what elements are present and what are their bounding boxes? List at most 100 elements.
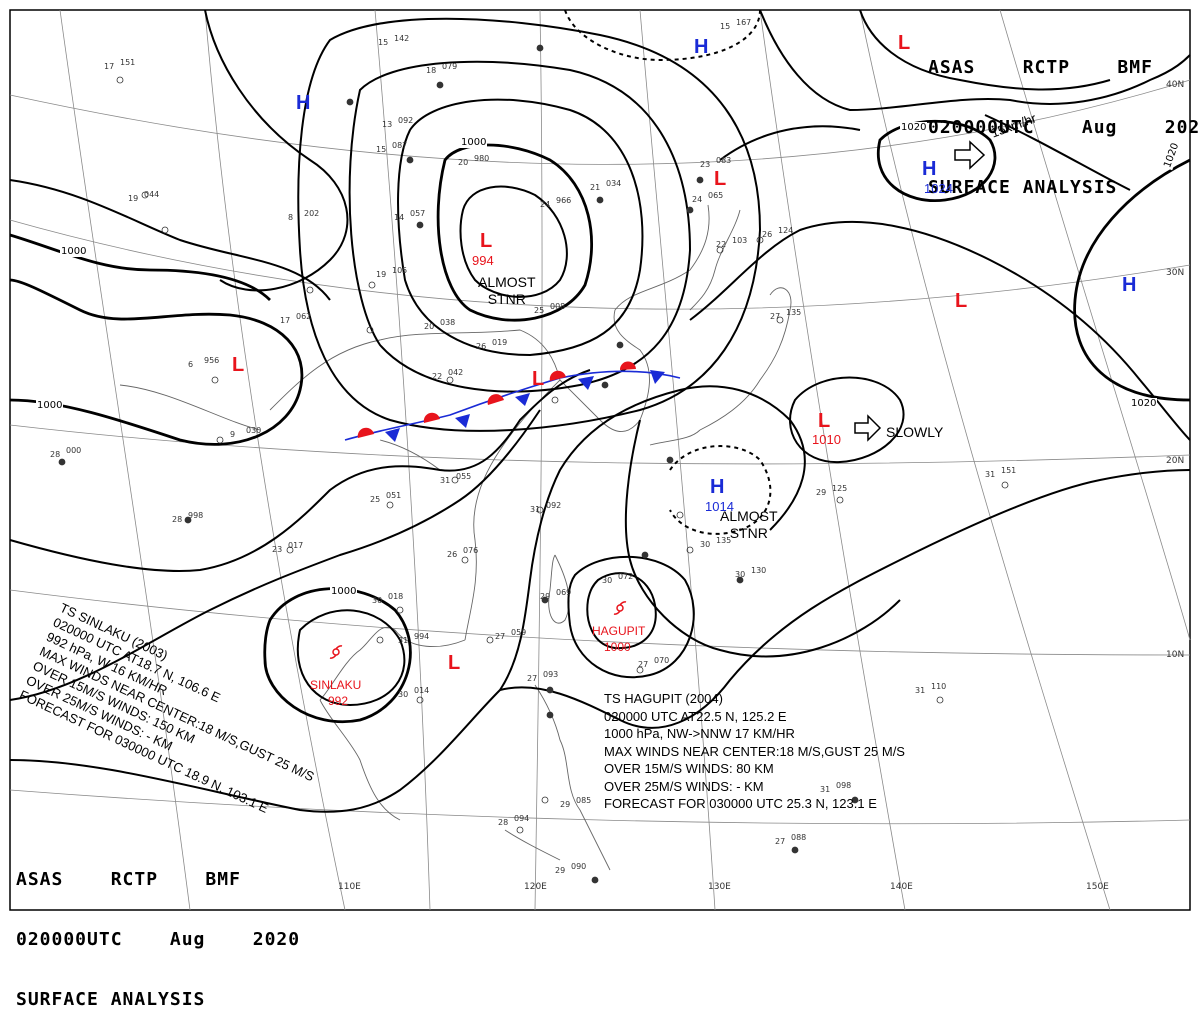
- meridian-lines: [59, 9, 1191, 911]
- hagupit-advisory-line2: 020000 UTC AT22.5 N, 125.2 E: [604, 708, 787, 724]
- station-pressure: 070: [654, 656, 670, 665]
- station-temp: 6: [188, 360, 194, 369]
- station-pressure: 980: [474, 154, 490, 163]
- station-temp: 13: [382, 120, 393, 129]
- station-temp: 26: [476, 342, 487, 351]
- high-ryukyu-symbol: H: [710, 476, 725, 498]
- station-pressure: 956: [204, 356, 220, 365]
- low-eastjapan-note: SLOWLY: [886, 424, 944, 440]
- low-westchina-symbol: L: [232, 354, 245, 376]
- station-pressure: 090: [571, 862, 587, 871]
- isobar: [789, 376, 905, 464]
- lon-label-110e: 110E: [338, 882, 361, 892]
- isobar: [689, 220, 1191, 441]
- station-temp: 31: [530, 505, 541, 514]
- station-pressure: 966: [556, 196, 572, 205]
- station-pressure: 110: [931, 682, 947, 691]
- station-pressure: 062: [296, 312, 312, 321]
- header-bottom: ASAS RCTP BMF 020000UTC Aug 2020 SURFACE…: [16, 830, 300, 1030]
- station-pressure: 059: [511, 628, 527, 637]
- station-temp: 19: [128, 194, 139, 203]
- isobar-label: 1000: [60, 246, 88, 257]
- station-temp: 27: [527, 674, 538, 683]
- station-pressure: 105: [392, 266, 408, 275]
- station-temp: 31: [440, 476, 451, 485]
- hagupit-advisory: TS HAGUPIT (2004) 020000 UTC AT22.5 N, 1…: [604, 690, 905, 813]
- station-pressure: 042: [448, 368, 464, 377]
- high-mongolia-symbol: H: [296, 92, 311, 114]
- isobar: [984, 114, 1131, 191]
- station-pressure: 051: [386, 491, 402, 500]
- station-temp: 27: [495, 632, 506, 641]
- station-pressure: 069: [556, 588, 572, 597]
- station-temp: 30: [372, 596, 383, 605]
- low-eastjapan-value: 1010: [812, 432, 841, 447]
- low-northchina-symbol: L: [480, 230, 493, 252]
- stationary-front: [344, 361, 681, 442]
- station-pressure: 093: [543, 670, 559, 679]
- isobar: [877, 119, 997, 203]
- low-eastjapan-symbol: L: [818, 410, 831, 432]
- station-temp: 25: [534, 306, 545, 315]
- station-pressure: 018: [388, 592, 404, 601]
- station-pressure: 125: [832, 484, 848, 493]
- station-pressure: 065: [708, 191, 724, 200]
- header-bottom-line1: ASAS RCTP BMF: [16, 869, 241, 890]
- station-pressure: 998: [188, 511, 204, 520]
- station-pressure: 057: [410, 209, 426, 218]
- isobar: [499, 469, 1191, 729]
- station-pressure: 124: [778, 226, 794, 235]
- isobar-label: 1000: [330, 586, 358, 597]
- station-pressure: 167: [736, 18, 752, 27]
- station-temp: 28: [172, 515, 183, 524]
- station-pressure: 076: [463, 546, 479, 555]
- station-pressure: 019: [492, 338, 508, 347]
- isobar: [1073, 158, 1191, 402]
- isobars: [9, 9, 1191, 813]
- station-temp: 27: [775, 837, 786, 846]
- station-pressure: 030: [246, 426, 262, 435]
- header-top-line1: ASAS RCTP BMF: [928, 57, 1153, 78]
- station-temp: 30: [735, 570, 746, 579]
- station-pressure: 135: [716, 536, 732, 545]
- station-temp: 24: [540, 200, 551, 209]
- station-temp: 28: [50, 450, 61, 459]
- station-temp: 15: [720, 22, 731, 31]
- station-pressure: 092: [398, 116, 414, 125]
- station-temp: 31: [398, 636, 409, 645]
- isobar: [436, 143, 593, 322]
- station-temp: 27: [638, 660, 649, 669]
- station-pressure: 055: [456, 472, 472, 481]
- lat-label-30n: 30N: [1166, 268, 1185, 278]
- isobar: [586, 572, 657, 650]
- sinlaku-pressure: 992: [328, 694, 349, 708]
- lon-label-120e: 120E: [524, 882, 547, 892]
- station-temp: 17: [104, 62, 115, 71]
- weather-map: [9, 9, 1191, 911]
- station-pressure: 094: [514, 814, 530, 823]
- hagupit-advisory-line5: OVER 15M/S WINDS: 80 KM: [604, 761, 774, 776]
- isobar: [9, 369, 591, 572]
- station-pressure: 088: [791, 833, 807, 842]
- station-temp: 17: [280, 316, 291, 325]
- high-okhotsk-symbol: H: [922, 158, 937, 180]
- isobar: [567, 555, 695, 679]
- isobar: [9, 278, 304, 446]
- low-manchuria-symbol: L: [714, 168, 727, 190]
- high-pacific-symbol: H: [1122, 274, 1137, 296]
- low-northchina-value: 994: [472, 253, 494, 268]
- header-top: ASAS RCTP BMF 020000UTC Aug 2020 SURFACE…: [928, 18, 1200, 218]
- station-pressure: 092: [546, 501, 562, 510]
- high-okhotsk-value: 1024: [924, 181, 953, 196]
- header-top-line3: SURFACE ANALYSIS: [928, 177, 1118, 198]
- header-bottom-line3: SURFACE ANALYSIS: [16, 989, 206, 1010]
- sinlaku-storm-icon: [329, 645, 343, 659]
- isobar: [204, 9, 349, 292]
- station-pressure: 038: [440, 318, 456, 327]
- station-pressure: 087: [392, 141, 408, 150]
- lat-label-40n: 40N: [1166, 80, 1185, 90]
- station-temp: 30: [398, 690, 409, 699]
- hagupit-advisory-line1: TS HAGUPIT (2004): [604, 691, 723, 706]
- low-northchina-note: ALMOST STNR: [478, 274, 536, 307]
- arrow-eastjapan: [854, 414, 882, 442]
